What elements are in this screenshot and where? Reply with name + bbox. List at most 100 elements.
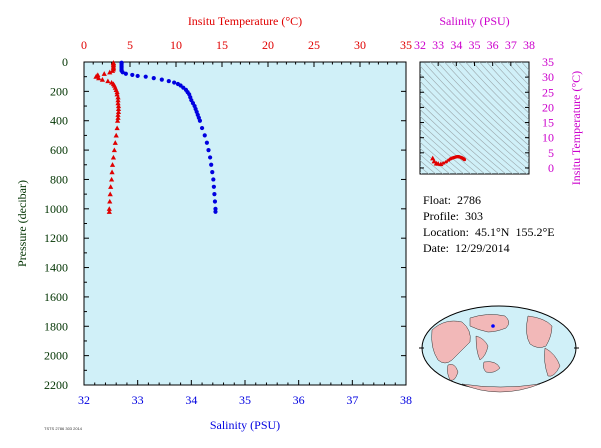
- temperature-tick-label: 15: [216, 38, 228, 52]
- salinity-point: [211, 177, 216, 182]
- density-contour-line: [420, 65, 529, 171]
- pressure-axis-label: Pressure (decibar): [15, 180, 29, 267]
- map-landmass: [447, 364, 459, 381]
- ts-point: [462, 158, 467, 162]
- ts-temperature-tick-label: 30: [542, 70, 554, 84]
- salinity-tick-label: 33: [132, 393, 144, 407]
- ts-salinity-tick-label: 36: [487, 38, 499, 52]
- density-contour-line: [528, 62, 529, 63]
- temperature-tick-label: 5: [127, 38, 133, 52]
- pressure-tick-label: 1800: [44, 319, 68, 333]
- salinity-point: [130, 72, 135, 78]
- pressure-tick-label: 1000: [44, 202, 68, 216]
- temperature-point: [110, 154, 117, 160]
- temperature-point: [113, 132, 119, 138]
- temperature-point: [108, 184, 114, 189]
- pressure-tick-label: 600: [50, 143, 68, 157]
- ts-temperature-axis-label: Insitu Temperature (°C): [569, 71, 583, 185]
- density-contour-line: [437, 62, 529, 153]
- main-plot-area: [83, 61, 407, 386]
- ts-salinity-tick-label: 37: [505, 38, 517, 52]
- ts-temperature-tick-label: 15: [542, 116, 554, 130]
- temperature-point: [115, 100, 121, 106]
- profile-number: Profile: 303: [423, 209, 483, 223]
- density-contour-line: [423, 62, 529, 165]
- temperature-point: [109, 68, 116, 73]
- temperature-point: [96, 75, 102, 81]
- salinity-point: [199, 125, 205, 131]
- temperature-tick-label: 35: [400, 38, 412, 52]
- ts-temperature-tick-label: 20: [542, 100, 554, 114]
- salinity-point: [143, 74, 148, 79]
- salinity-point: [211, 184, 216, 189]
- map-landmass: [431, 320, 471, 364]
- salinity-point: [197, 118, 203, 123]
- map-landmass: [483, 361, 501, 373]
- salinity-point: [208, 155, 213, 160]
- density-contour-line: [521, 62, 529, 71]
- salinity-point: [210, 170, 215, 175]
- temperature-point: [115, 109, 122, 114]
- temperature-point: [111, 147, 117, 153]
- density-contour-line: [451, 62, 529, 140]
- salinity-tick-label: 38: [400, 393, 412, 407]
- float-location-marker: [491, 324, 495, 328]
- temperature-point: [106, 206, 112, 211]
- density-contour-line: [458, 62, 529, 134]
- salinity-point: [212, 192, 217, 197]
- salinity-tick-label: 35: [239, 393, 251, 407]
- pressure-tick-label: 400: [50, 114, 68, 128]
- density-contour-line: [500, 62, 529, 93]
- density-contour-line: [472, 62, 529, 121]
- density-contour-line: [507, 62, 529, 86]
- salinity-point: [123, 71, 128, 76]
- ts-temperature-tick-label: 35: [542, 55, 554, 69]
- ts-point-triangle: [431, 158, 437, 164]
- ts-temperature-tick-label: 0: [548, 161, 554, 175]
- salinity-point: [202, 133, 207, 138]
- ts-salinity-tick-label: 35: [469, 38, 481, 52]
- salinity-point: [212, 199, 218, 204]
- density-contours: [420, 62, 529, 174]
- salinity-tick-label: 32: [78, 393, 90, 407]
- temperature-point: [105, 78, 111, 84]
- ts-salinity-tick-label: 32: [414, 38, 426, 52]
- ts-temperature-tick-label: 25: [542, 85, 554, 99]
- temperature-point: [107, 69, 113, 75]
- salinity-point: [120, 70, 125, 75]
- map-landmass: [544, 347, 561, 377]
- salinity-point: [172, 80, 177, 85]
- pressure-tick-label: 800: [50, 172, 68, 186]
- temperature-point: [101, 71, 107, 76]
- density-contour-line: [420, 73, 528, 174]
- temperature-axis-label: Insitu Temperature (°C): [188, 14, 302, 28]
- ts-salinity-tick-label: 34: [450, 38, 462, 52]
- pressure-tick-label: 1400: [44, 261, 68, 275]
- map-landmass: [461, 383, 541, 393]
- salinity-point: [135, 73, 140, 79]
- temperature-point: [107, 198, 113, 204]
- pressure-tick-label: 2200: [44, 378, 68, 392]
- temperature-point: [114, 118, 121, 123]
- density-contour-line: [420, 115, 486, 174]
- temperature-point: [93, 74, 99, 79]
- salinity-tick-label: 34: [185, 393, 197, 407]
- temperature-point: [114, 125, 120, 131]
- ts-salinity-axis-label: Salinity (PSU): [439, 14, 509, 28]
- density-contour-line: [420, 102, 500, 174]
- salinity-tick-label: 37: [346, 393, 358, 407]
- temperature-tick-label: 20: [262, 38, 274, 52]
- ts-salinity-tick-label: 33: [432, 38, 444, 52]
- ts-temperature-tick-label: 5: [548, 146, 554, 160]
- density-contour-line: [444, 62, 529, 147]
- density-contour-line: [493, 62, 529, 100]
- temperature-tick-label: 0: [81, 38, 87, 52]
- ts-salinity-tick-label: 38: [523, 38, 535, 52]
- temperature-point: [115, 103, 122, 109]
- map-landmass: [526, 315, 553, 348]
- temperature-point: [115, 97, 121, 103]
- salinity-point: [204, 140, 209, 145]
- temperature-point: [106, 209, 112, 214]
